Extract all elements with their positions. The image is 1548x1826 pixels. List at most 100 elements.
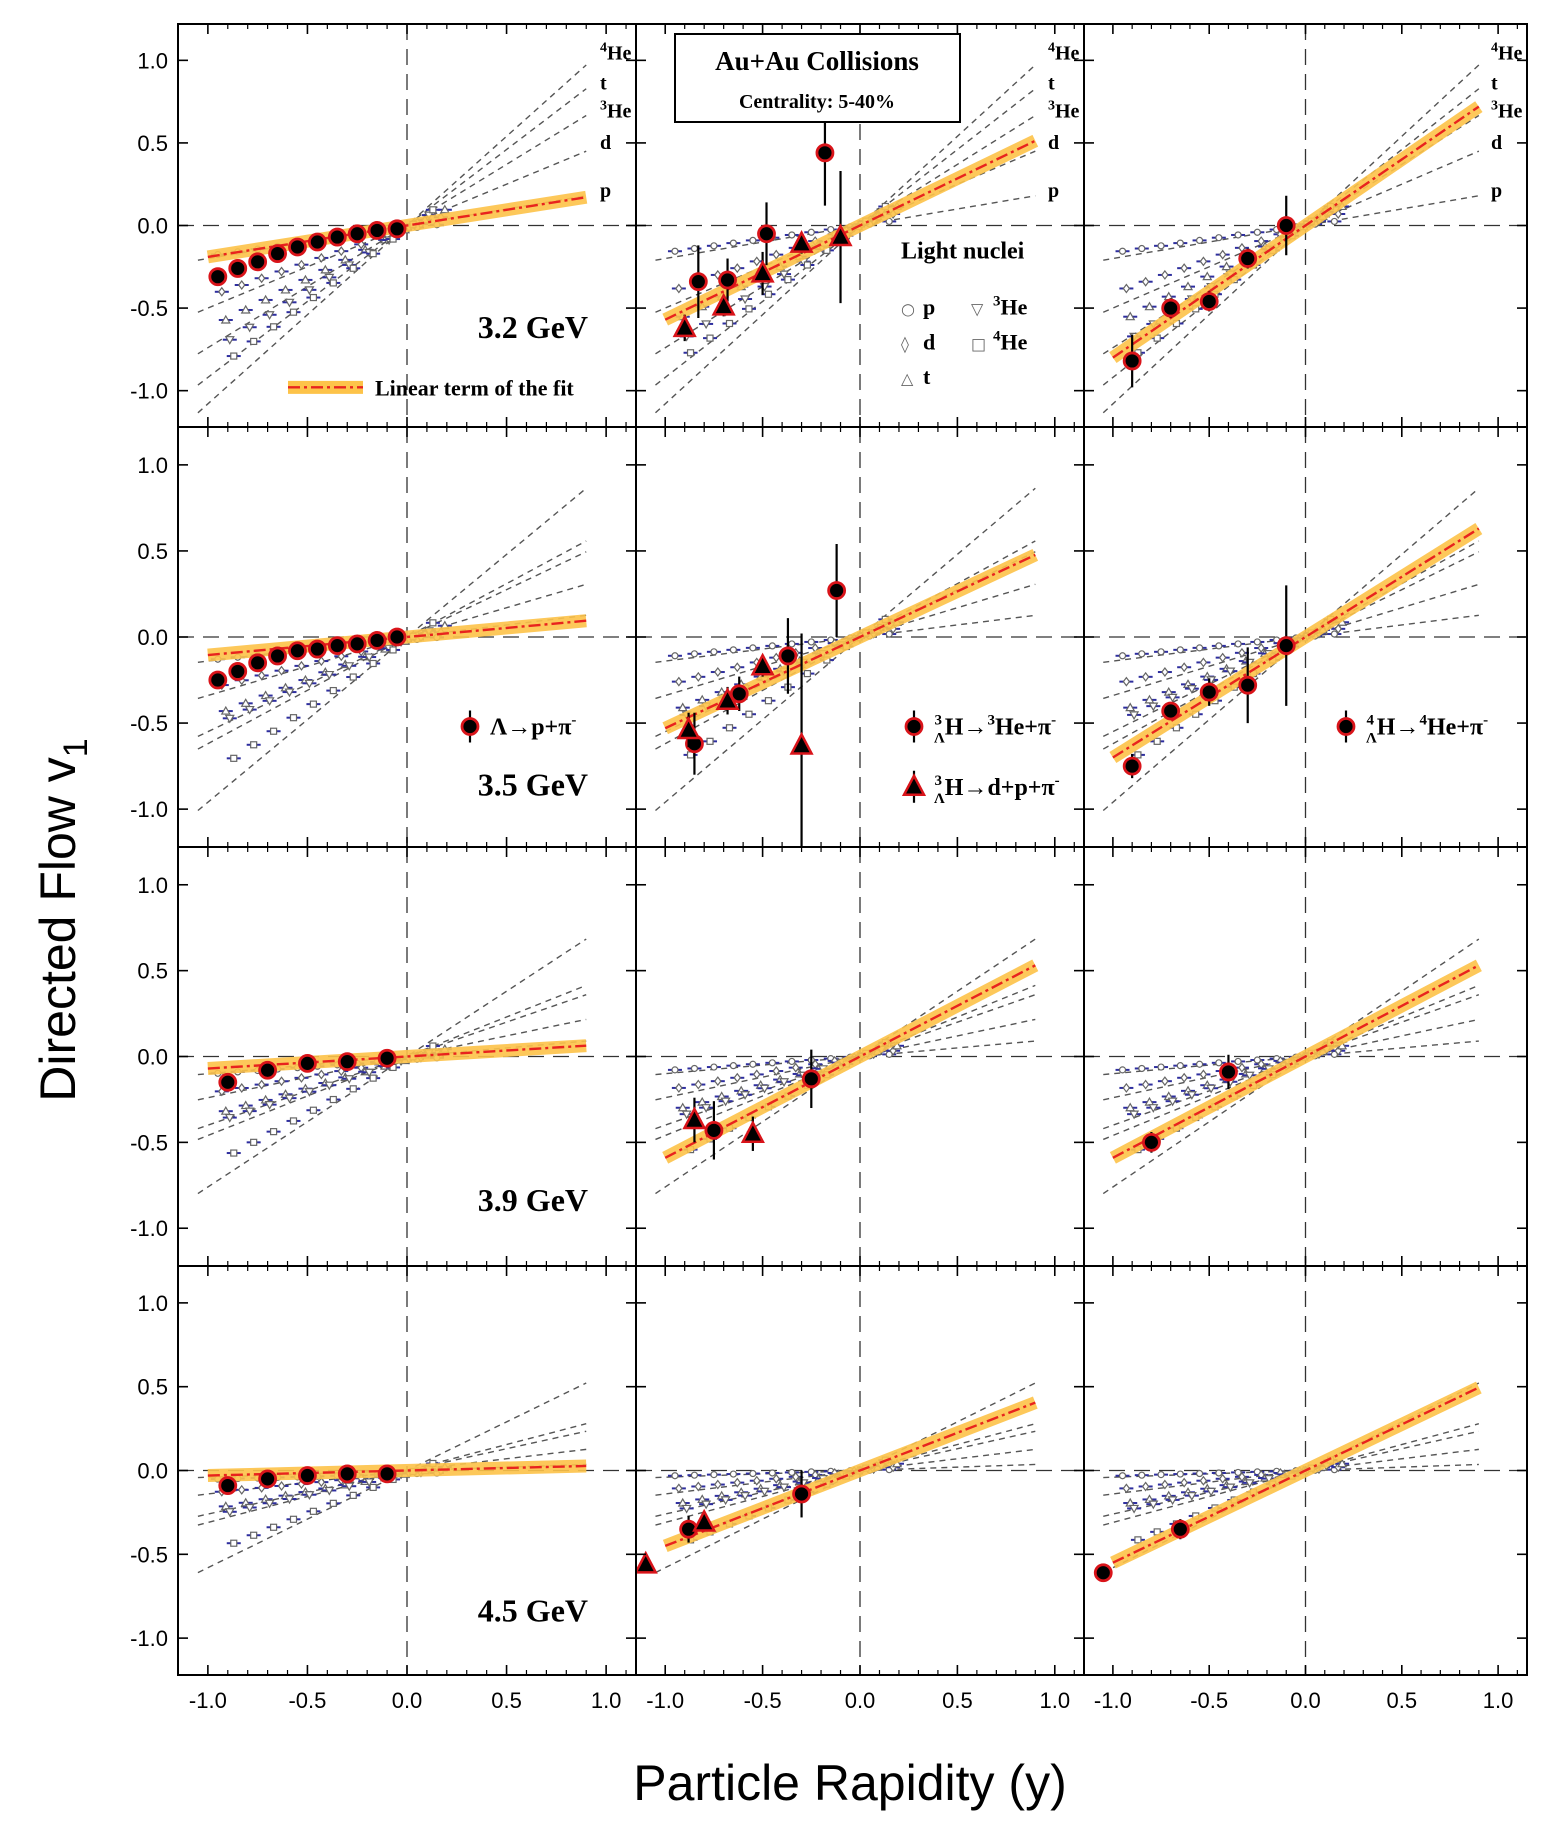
- light-nuclei-point: [244, 705, 255, 715]
- light-nuclei-point: [710, 1471, 718, 1479]
- light-nuclei-point: [1122, 676, 1131, 687]
- light-nuclei-point: [1118, 1066, 1127, 1074]
- data-point-circle: [218, 1072, 238, 1092]
- x-tick-label: 0.5: [491, 1688, 522, 1713]
- light-nuclei-point: [694, 671, 703, 682]
- panel-plot-area: [178, 427, 636, 847]
- data-point-circle: [377, 1464, 397, 1484]
- light-nuclei-point: [230, 1539, 238, 1547]
- x-tick-label: 0.5: [942, 1688, 973, 1713]
- light-nuclei-point: [710, 1063, 718, 1071]
- light-nuclei-point: [1176, 1470, 1184, 1478]
- light-nuclei-point: [1180, 263, 1188, 274]
- label-main: d+p+π: [987, 775, 1054, 801]
- nuclei-line-label: d: [600, 132, 611, 154]
- light-nuclei-point: [244, 1503, 255, 1513]
- light-nuclei-point: [309, 1507, 318, 1515]
- light-nuclei-point: [364, 653, 375, 663]
- header-subtitle: Centrality: 5-40%: [739, 91, 895, 113]
- light-nuclei-point: [244, 323, 255, 333]
- light-nuclei-point: [671, 1066, 679, 1074]
- data-point-circle: [218, 1476, 238, 1495]
- panel-r2-c0: 1.0 0.5 0.0 -0.5 -1.0 3.9 GeV: [130, 846, 637, 1267]
- light-nuclei-point: [389, 646, 397, 654]
- light-nuclei-point: [1125, 311, 1136, 321]
- light-nuclei-point: [759, 1487, 770, 1497]
- data-point-circle: [327, 636, 347, 656]
- light-nuclei-legend-label: 3He: [993, 294, 1028, 320]
- light-nuclei-point: [289, 1515, 298, 1523]
- light-nuclei-point: [349, 673, 357, 681]
- light-nuclei-point: [309, 700, 318, 708]
- light-nuclei-point: [284, 298, 295, 308]
- light-nuclei-point: [1157, 648, 1165, 656]
- light-nuclei-point: [1122, 1483, 1131, 1494]
- fit-line: [1112, 1386, 1480, 1564]
- nuclei-line-label: 4He: [1491, 41, 1523, 65]
- light-nuclei-point: [1234, 1468, 1242, 1477]
- light-nuclei-point: [1161, 1479, 1169, 1490]
- light-nuclei-point: [733, 662, 742, 673]
- nuclei-sup: 3: [1048, 99, 1055, 114]
- light-nuclei-point: [1218, 249, 1227, 260]
- light-nuclei-point: [1129, 711, 1140, 721]
- light-nuclei-point: [681, 1504, 692, 1514]
- data-point-circle: [827, 581, 847, 600]
- light-nuclei-point: [304, 286, 315, 296]
- data-point-circle: [298, 1053, 317, 1073]
- data-point-triangle: [715, 687, 740, 710]
- light-nuclei-point: [1257, 236, 1265, 247]
- light-nuclei-point: [324, 273, 335, 283]
- label-main: Λ→p+π: [490, 715, 571, 741]
- label-main: He+π: [995, 715, 1051, 741]
- fit-legend-text: Linear term of the fit: [375, 375, 574, 400]
- legend-sup: 3: [993, 294, 1001, 310]
- data-point-circle: [228, 259, 248, 278]
- light-nuclei-point: [772, 652, 780, 663]
- nuclei-line-label: 4He: [1048, 41, 1080, 65]
- data-point-circle: [347, 224, 367, 244]
- y-tick-label: 1.0: [137, 873, 168, 898]
- light-nuclei-trend-1: [1102, 150, 1480, 313]
- light-nuclei-point: [1199, 1069, 1208, 1080]
- nuclei-base: He: [1055, 101, 1080, 123]
- channel-legend-text: Λ→p+π-: [490, 713, 576, 741]
- light-nuclei-point: [1144, 301, 1155, 311]
- data-point-circle: [704, 1120, 724, 1140]
- light-nuclei-point: [1167, 1496, 1178, 1506]
- light-nuclei-point: [1161, 269, 1169, 280]
- data-point-circle: [387, 627, 407, 647]
- light-nuclei-legend-symbol: □: [971, 334, 986, 353]
- y-tick-label: 0.5: [137, 959, 168, 984]
- y-tick-label: 0.0: [137, 625, 168, 650]
- light-nuclei-point: [1253, 1056, 1261, 1064]
- data-point-circle: [208, 267, 228, 287]
- label-sup: -: [1055, 773, 1060, 789]
- light-nuclei-point: [1118, 247, 1127, 255]
- panel-plot-area: [178, 24, 636, 427]
- energy-label: 3.9 GeV: [478, 1182, 588, 1218]
- nuclei-line-label: d: [1491, 132, 1502, 154]
- light-nuclei-point: [701, 320, 712, 330]
- light-nuclei-point: [1206, 1487, 1217, 1497]
- light-nuclei-point: [1161, 1076, 1169, 1087]
- light-nuclei-point: [297, 1072, 306, 1083]
- panel-r2-c1: [635, 846, 1085, 1267]
- fit-line: [664, 964, 1036, 1159]
- light-nuclei-point: [1244, 1479, 1255, 1489]
- channel-legend-marker: [1336, 717, 1356, 736]
- light-nuclei-point: [714, 667, 722, 678]
- light-nuclei-point: [224, 714, 235, 724]
- light-nuclei-point: [1138, 1064, 1146, 1073]
- light-nuclei-point: [1238, 647, 1246, 658]
- light-nuclei-point: [1195, 1469, 1204, 1478]
- nuclei-line-label: p: [1048, 180, 1059, 202]
- header-title: Au+Au Collisions: [715, 46, 919, 76]
- channel-legend-2: 3 ΛH→d+p+π-: [901, 770, 1060, 807]
- light-nuclei-point: [710, 242, 718, 250]
- light-nuclei-trend-4: [197, 64, 587, 414]
- legend-base: He: [1001, 329, 1028, 354]
- legend-base: He: [1001, 295, 1028, 320]
- light-nuclei-point: [740, 1492, 751, 1501]
- light-nuclei-point: [220, 705, 231, 715]
